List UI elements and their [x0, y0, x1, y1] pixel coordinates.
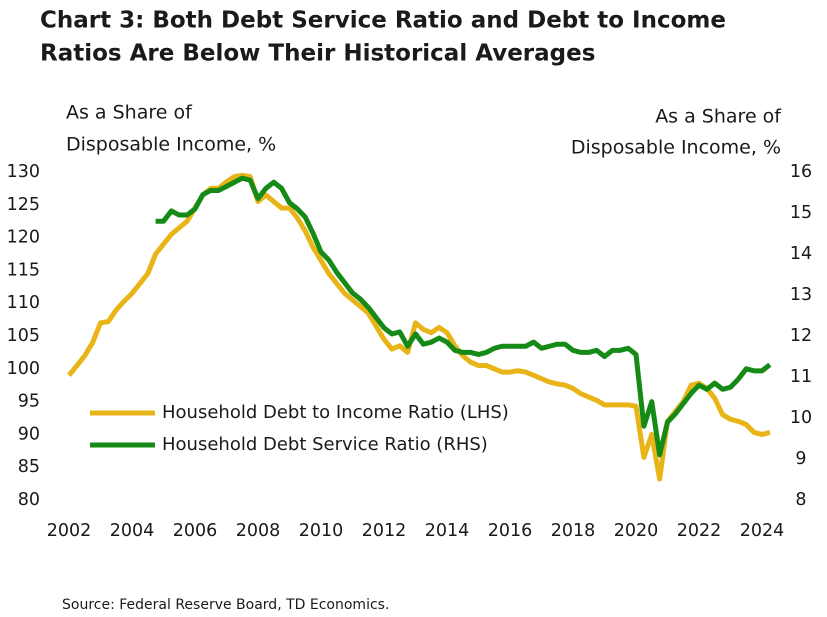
- y2-tick-label: 16: [790, 162, 812, 182]
- x-tick-label: 2002: [47, 521, 92, 541]
- y-tick-label: 100: [7, 359, 40, 379]
- y-tick-label: 105: [7, 326, 40, 346]
- data-line: [155, 175, 772, 458]
- x-tick-label: 2006: [173, 521, 218, 541]
- y2-tick-label: 11: [790, 367, 812, 387]
- y2-tick-label: 13: [790, 285, 812, 305]
- y-axis-label: As a Share of: [66, 102, 193, 124]
- x-tick-label: 2022: [677, 521, 722, 541]
- y2-tick-label: 8: [795, 490, 806, 510]
- x-tick-label: 2024: [740, 521, 785, 541]
- y-tick-label: 120: [7, 228, 40, 248]
- x-tick-label: 2010: [299, 521, 344, 541]
- x-tick-label: 2016: [488, 521, 533, 541]
- y-tick-label: 110: [7, 293, 40, 313]
- y2-axis-label: Disposable Income, %: [571, 137, 781, 159]
- chart-title: Chart 3: Both Debt Service Ratio and Deb…: [40, 8, 726, 34]
- y-tick-label: 125: [7, 195, 40, 215]
- y-tick-label: 130: [7, 162, 40, 182]
- legend-label: Household Debt Service Ratio (RHS): [162, 434, 488, 455]
- y-tick-label: 115: [7, 260, 40, 280]
- x-tick-label: 2020: [614, 521, 659, 541]
- legend-label: Household Debt to Income Ratio (LHS): [162, 402, 509, 423]
- x-tick-label: 2018: [551, 521, 596, 541]
- x-tick-label: 2012: [362, 521, 407, 541]
- y2-tick-label: 9: [795, 449, 806, 469]
- x-tick-label: 2008: [236, 521, 281, 541]
- y2-tick-label: 15: [790, 203, 812, 223]
- x-tick-label: 2004: [110, 521, 155, 541]
- y-tick-label: 85: [18, 457, 40, 477]
- source-note: Source: Federal Reserve Board, TD Econom…: [62, 597, 389, 613]
- y2-tick-label: 14: [790, 244, 812, 264]
- y-tick-label: 90: [18, 424, 40, 444]
- x-tick-label: 2014: [425, 521, 470, 541]
- y2-tick-label: 10: [790, 408, 812, 428]
- y-axis-label: Disposable Income, %: [66, 134, 276, 156]
- chart-title: Ratios Are Below Their Historical Averag…: [40, 41, 595, 67]
- y2-tick-label: 12: [790, 326, 812, 346]
- y2-axis-label: As a Share of: [655, 106, 782, 128]
- data-line: [67, 172, 771, 482]
- y-tick-label: 80: [18, 490, 40, 510]
- y-tick-label: 95: [18, 392, 40, 412]
